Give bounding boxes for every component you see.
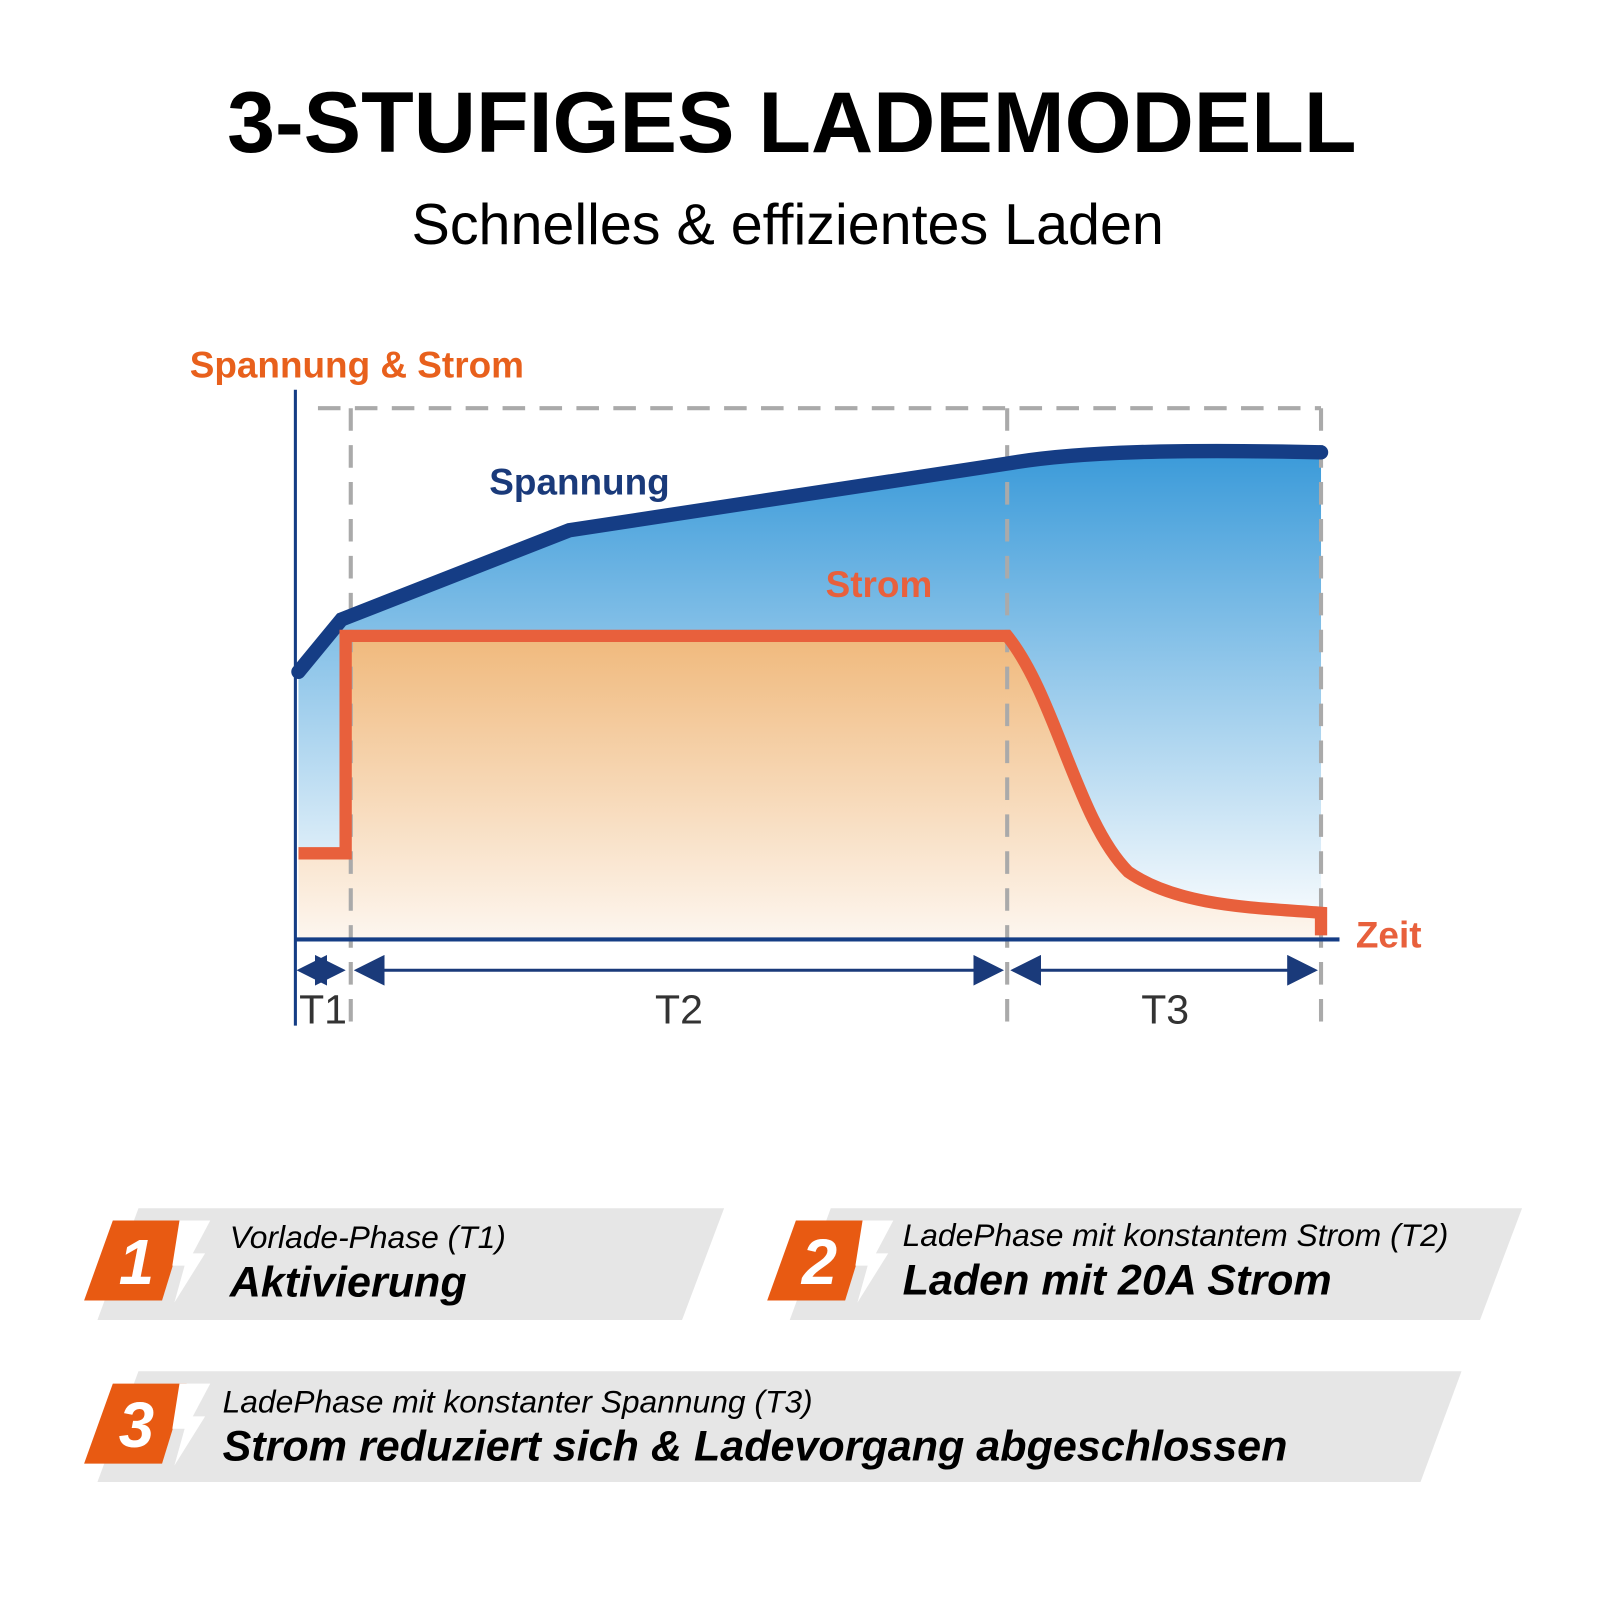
step-number: 1 [119,1227,154,1298]
step-label: Aktivierung [229,1258,467,1306]
step-phase: LadePhase mit konstanter Spannung (T3) [223,1383,813,1419]
current-curve [298,629,1328,936]
x-axis-label: Zeit [1356,915,1422,956]
step-phase: LadePhase mit konstantem Strom (T2) [903,1217,1449,1253]
curve-label: Spannung [489,461,669,502]
curve-label: Strom [826,564,933,605]
step-label: Strom reduziert sich & Ladevorgang abges… [223,1423,1288,1471]
voltage-curve [291,443,1329,679]
step: 1 Vorlade-Phase (T1) Aktivierung [84,1208,725,1320]
title: 3-STUFIGES LADEMODELL [227,75,1356,171]
step-number: 2 [801,1227,837,1298]
y-axis-label: Spannung & Strom [190,344,524,385]
current-area [298,635,1322,940]
step: 3 LadePhase mit konstanter Spannung (T3)… [84,1371,1462,1483]
subtitle: Schnelles & effizientes Laden [412,193,1164,257]
phase-label: T1 [299,987,347,1033]
phase-label: T2 [655,987,703,1033]
phase-label: T3 [1141,987,1189,1033]
step-number: 3 [119,1390,154,1461]
step-label: Laden mit 20A Strom [903,1256,1332,1304]
diagram: Spannung & Strom Zeit Spannung Strom T1 … [190,344,1422,1032]
step-phase: Vorlade-Phase (T1) [230,1219,506,1255]
step: 2 LadePhase mit konstantem Strom (T2) La… [767,1208,1523,1320]
